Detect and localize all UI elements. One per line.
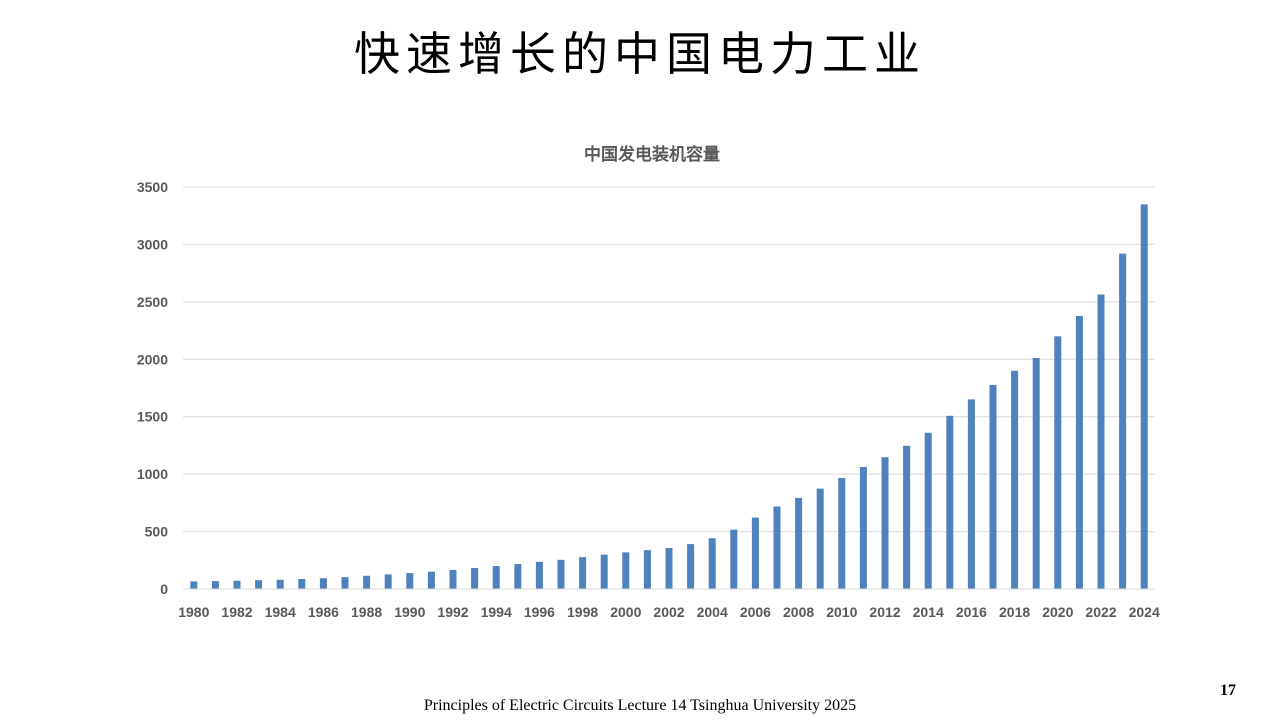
bar-2012 [881,457,889,589]
x-tick-label: 1994 [481,604,512,620]
x-tick-label: 1992 [437,604,468,620]
bar-2003 [687,544,695,589]
bar-1984 [276,579,284,589]
x-tick-label: 1990 [394,604,425,620]
y-tick-label: 3500 [137,179,168,195]
bar-1999 [600,554,608,589]
bar-2023 [1119,253,1127,589]
y-tick-label: 2000 [137,351,168,367]
x-tick-label: 1980 [178,604,209,620]
bar-2024 [1140,204,1148,589]
bar-1989 [384,574,392,589]
y-tick-label: 1000 [137,466,168,482]
x-tick-label: 2010 [826,604,857,620]
bar-2014 [924,432,932,589]
x-tick-label: 2020 [1042,604,1073,620]
bar-2021 [1075,315,1083,589]
bar-2016 [967,399,975,589]
bar-1990 [406,573,414,589]
bar-1985 [298,579,306,589]
bar-2020 [1054,336,1062,589]
bar-2022 [1097,294,1105,589]
x-tick-label: 1998 [567,604,598,620]
x-tick-label: 2018 [999,604,1030,620]
bar-2015 [946,415,954,589]
y-axis-ticks: 0 500 1000 1500 2000 2500 3000 3500 [137,179,168,597]
y-tick-label: 500 [145,524,169,540]
x-axis-ticks: 1980 1982 1984 1986 1988 1990 1992 1994 1996 1998… [178,588,1160,620]
x-tick-label: 1982 [221,604,252,620]
chart-title: 中国发电装机容量 [584,144,720,165]
bar-1987 [341,577,349,589]
x-tick-label: 2022 [1085,604,1116,620]
x-tick-label: 2006 [740,604,771,620]
x-tick-label: 1988 [351,604,382,620]
x-tick-label: 1984 [265,604,296,620]
bar-1998 [579,557,587,589]
bar-1986 [319,578,327,589]
x-tick-label: 1996 [524,604,555,620]
bar-1994 [492,566,500,589]
bar-2011 [859,467,867,589]
footer-text: Principles of Electric Circuits Lecture … [423,697,857,714]
y-tick-label: 0 [160,581,168,597]
bar-1988 [363,575,371,589]
x-tick-label: 2024 [1129,604,1160,620]
bar-2004 [708,538,716,589]
bar-2019 [1032,358,1040,589]
bar-2018 [1011,370,1019,589]
bar-1996 [535,561,543,589]
bar-2009 [816,488,824,589]
bar-2017 [989,384,997,589]
x-tick-label: 2008 [783,604,814,620]
bar-1997 [557,559,565,589]
bars [190,204,1148,589]
bar-1992 [449,569,457,589]
y-tick-label: 1500 [137,409,168,425]
x-tick-label: 2014 [913,604,944,620]
page-number: 17 [1220,682,1236,699]
x-tick-label: 2002 [653,604,684,620]
bar-2007 [773,506,781,589]
bar-1982 [233,580,241,589]
bar-2001 [643,550,651,589]
bar-2002 [665,548,673,589]
bar-2008 [795,497,803,589]
x-tick-label: 2012 [869,604,900,620]
x-tick-label: 2016 [956,604,987,620]
slide-title: 快速增长的中国电力工业 [354,27,926,81]
bar-2013 [903,445,911,589]
bar-1980 [190,581,198,589]
bar-1995 [514,564,522,589]
bar-1983 [255,580,263,589]
chart-area: 中国发电装机容量 0 500 1000 1500 2000 2500 3000 3500 19… [0,130,1280,630]
y-tick-label: 2500 [137,294,168,310]
y-tick-label: 3000 [137,236,168,252]
x-tick-label: 1986 [308,604,339,620]
bar-1981 [211,581,219,589]
bar-2000 [622,552,630,589]
bar-1991 [427,571,435,589]
bar-1993 [471,567,479,589]
bar-2006 [751,517,759,589]
x-tick-label: 2004 [697,604,728,620]
gridlines [183,186,1155,590]
x-tick-label: 2000 [610,604,641,620]
bar-2010 [838,478,846,589]
bar-chart: 中国发电装机容量 0 500 1000 1500 2000 2500 3000 3500 19… [137,144,1160,620]
bar-2005 [730,529,738,589]
